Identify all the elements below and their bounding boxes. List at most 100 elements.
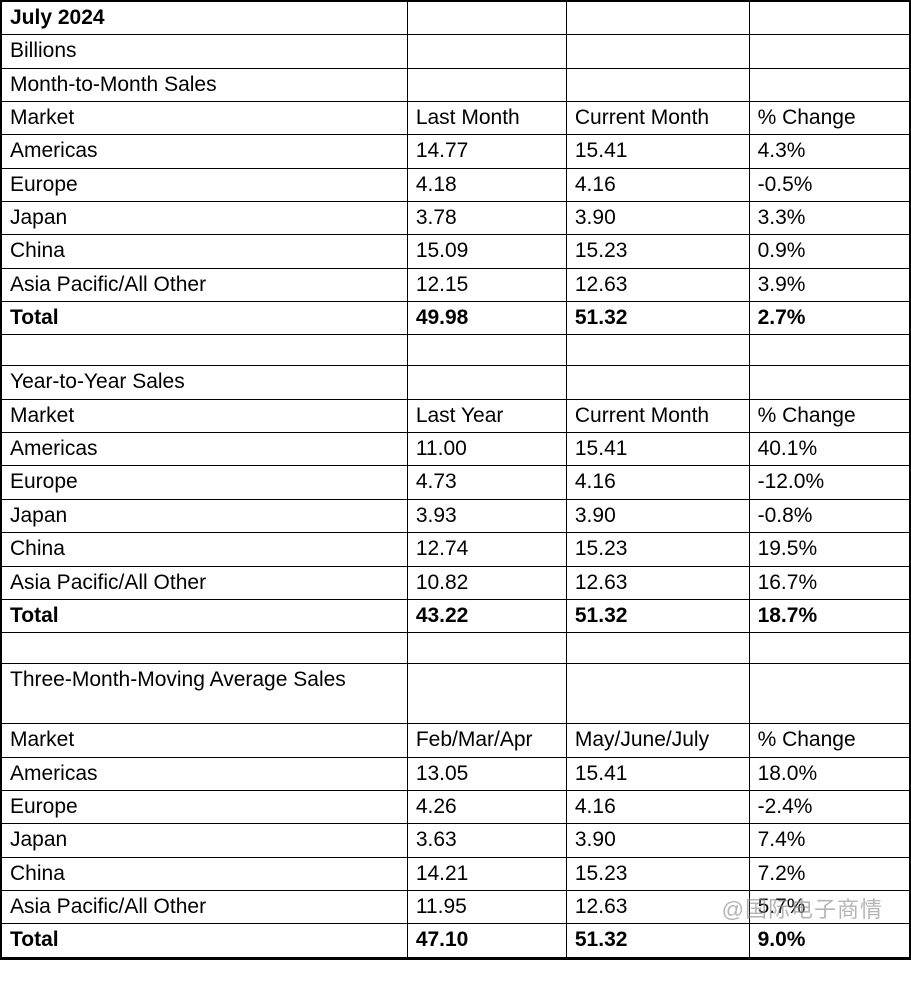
value-cell: 11.00	[407, 433, 566, 466]
section-title: Three-Month-Moving Average Sales	[1, 664, 407, 724]
market-name: Americas	[1, 757, 407, 790]
value-cell: 12.63	[566, 268, 749, 301]
value-cell: 3.3%	[749, 202, 910, 235]
value-cell: 15.41	[566, 433, 749, 466]
blank-row	[1, 633, 910, 664]
sales-table: July 2024BillionsMonth-to-Month SalesMar…	[0, 2, 911, 958]
total-row: Total43.2251.3218.7%	[1, 599, 910, 632]
value-cell: 14.21	[407, 857, 566, 890]
data-row: Asia Pacific/All Other12.1512.633.9%	[1, 268, 910, 301]
col-header: % Change	[749, 102, 910, 135]
col-header-market: Market	[1, 724, 407, 757]
data-row: Americas11.0015.4140.1%	[1, 433, 910, 466]
data-row: China14.2115.237.2%	[1, 857, 910, 890]
value-cell: 7.2%	[749, 857, 910, 890]
value-cell: 15.23	[566, 235, 749, 268]
total-value: 18.7%	[749, 599, 910, 632]
sales-table-container: July 2024BillionsMonth-to-Month SalesMar…	[0, 0, 911, 960]
data-row: Europe4.734.16-12.0%	[1, 466, 910, 499]
section-title-row: Month-to-Month Sales	[1, 68, 910, 101]
total-value: 9.0%	[749, 924, 910, 957]
section-title: Month-to-Month Sales	[1, 68, 407, 101]
value-cell: 13.05	[407, 757, 566, 790]
market-name: Asia Pacific/All Other	[1, 268, 407, 301]
value-cell: 3.9%	[749, 268, 910, 301]
total-value: 47.10	[407, 924, 566, 957]
column-header-row: MarketLast MonthCurrent Month% Change	[1, 102, 910, 135]
value-cell: 4.3%	[749, 135, 910, 168]
market-name: Europe	[1, 466, 407, 499]
market-name: Asia Pacific/All Other	[1, 566, 407, 599]
market-name: China	[1, 857, 407, 890]
col-header: May/June/July	[566, 724, 749, 757]
value-cell: 5.7%	[749, 890, 910, 923]
value-cell: 12.63	[566, 566, 749, 599]
value-cell: 3.90	[566, 499, 749, 532]
report-title: July 2024	[1, 2, 407, 35]
value-cell: 3.78	[407, 202, 566, 235]
total-value: 49.98	[407, 302, 566, 335]
column-header-row: MarketLast YearCurrent Month% Change	[1, 399, 910, 432]
value-cell: 15.09	[407, 235, 566, 268]
col-header: Feb/Mar/Apr	[407, 724, 566, 757]
col-header: Last Month	[407, 102, 566, 135]
value-cell: -0.5%	[749, 168, 910, 201]
value-cell: 15.23	[566, 857, 749, 890]
market-name: Americas	[1, 135, 407, 168]
market-name: Americas	[1, 433, 407, 466]
value-cell: 40.1%	[749, 433, 910, 466]
value-cell: 3.90	[566, 824, 749, 857]
value-cell: 18.0%	[749, 757, 910, 790]
section-title: Year-to-Year Sales	[1, 366, 407, 399]
value-cell: 4.16	[566, 466, 749, 499]
data-row: China12.7415.2319.5%	[1, 533, 910, 566]
col-header: % Change	[749, 724, 910, 757]
total-row: Total49.9851.322.7%	[1, 302, 910, 335]
data-row: China15.0915.230.9%	[1, 235, 910, 268]
market-name: Japan	[1, 202, 407, 235]
data-row: Asia Pacific/All Other11.9512.635.7%	[1, 890, 910, 923]
value-cell: 12.63	[566, 890, 749, 923]
total-label: Total	[1, 924, 407, 957]
market-name: China	[1, 235, 407, 268]
value-cell: -2.4%	[749, 790, 910, 823]
total-value: 51.32	[566, 302, 749, 335]
units-row: Billions	[1, 35, 910, 68]
value-cell: 14.77	[407, 135, 566, 168]
data-row: Europe4.184.16-0.5%	[1, 168, 910, 201]
value-cell: 12.15	[407, 268, 566, 301]
value-cell: 10.82	[407, 566, 566, 599]
value-cell: 4.26	[407, 790, 566, 823]
total-row: Total47.1051.329.0%	[1, 924, 910, 957]
value-cell: 15.23	[566, 533, 749, 566]
value-cell: 3.90	[566, 202, 749, 235]
total-label: Total	[1, 599, 407, 632]
data-row: Americas13.0515.4118.0%	[1, 757, 910, 790]
column-header-row: MarketFeb/Mar/AprMay/June/July% Change	[1, 724, 910, 757]
col-header-market: Market	[1, 102, 407, 135]
col-header-market: Market	[1, 399, 407, 432]
data-row: Asia Pacific/All Other10.8212.6316.7%	[1, 566, 910, 599]
value-cell: 12.74	[407, 533, 566, 566]
col-header: Current Month	[566, 102, 749, 135]
value-cell: 16.7%	[749, 566, 910, 599]
section-title-row: Three-Month-Moving Average Sales	[1, 664, 910, 724]
units-label: Billions	[1, 35, 407, 68]
value-cell: 15.41	[566, 757, 749, 790]
market-name: Japan	[1, 499, 407, 532]
value-cell: 19.5%	[749, 533, 910, 566]
market-name: Japan	[1, 824, 407, 857]
total-label: Total	[1, 302, 407, 335]
blank-row	[1, 335, 910, 366]
value-cell: 4.18	[407, 168, 566, 201]
market-name: Asia Pacific/All Other	[1, 890, 407, 923]
total-value: 43.22	[407, 599, 566, 632]
value-cell: 3.63	[407, 824, 566, 857]
value-cell: 4.16	[566, 168, 749, 201]
data-row: Japan3.783.903.3%	[1, 202, 910, 235]
value-cell: 11.95	[407, 890, 566, 923]
total-value: 51.32	[566, 924, 749, 957]
value-cell: 15.41	[566, 135, 749, 168]
total-value: 51.32	[566, 599, 749, 632]
market-name: China	[1, 533, 407, 566]
